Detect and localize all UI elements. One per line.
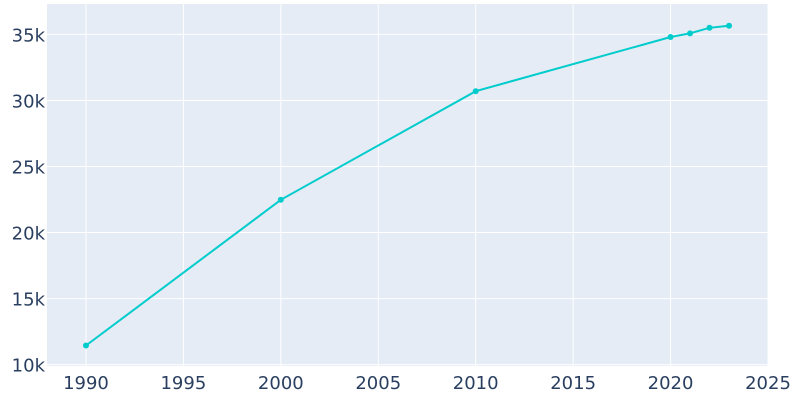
x-tick-label: 2015 (550, 373, 596, 394)
y-tick-label: 15k (12, 290, 46, 311)
x-tick-label: 1990 (63, 373, 109, 394)
y-tick-label: 20k (12, 224, 46, 245)
x-tick-label: 2010 (453, 373, 499, 394)
y-tick-label: 30k (12, 91, 46, 112)
x-tick-label: 2005 (355, 373, 401, 394)
y-tick-label: 35k (12, 25, 46, 46)
series-layer (82, 22, 733, 349)
data-point (687, 30, 694, 37)
x-tick-label: 1995 (160, 373, 206, 394)
data-point (726, 22, 733, 29)
x-tick-label: 2000 (258, 373, 304, 394)
x-tick-label: 2025 (745, 373, 791, 394)
data-point (82, 342, 89, 349)
x-tick-label: 2020 (648, 373, 694, 394)
data-point (667, 34, 674, 41)
y-tick-label: 25k (12, 158, 46, 179)
data-point (277, 196, 284, 203)
y-tick-label: 10k (12, 356, 46, 377)
axis-labels: 1990 1995 2000 2005 2010 2015 2020 2025 10k 15k 20… (12, 25, 791, 394)
data-point (706, 24, 713, 31)
plot-area (47, 4, 768, 366)
data-point (472, 88, 479, 95)
